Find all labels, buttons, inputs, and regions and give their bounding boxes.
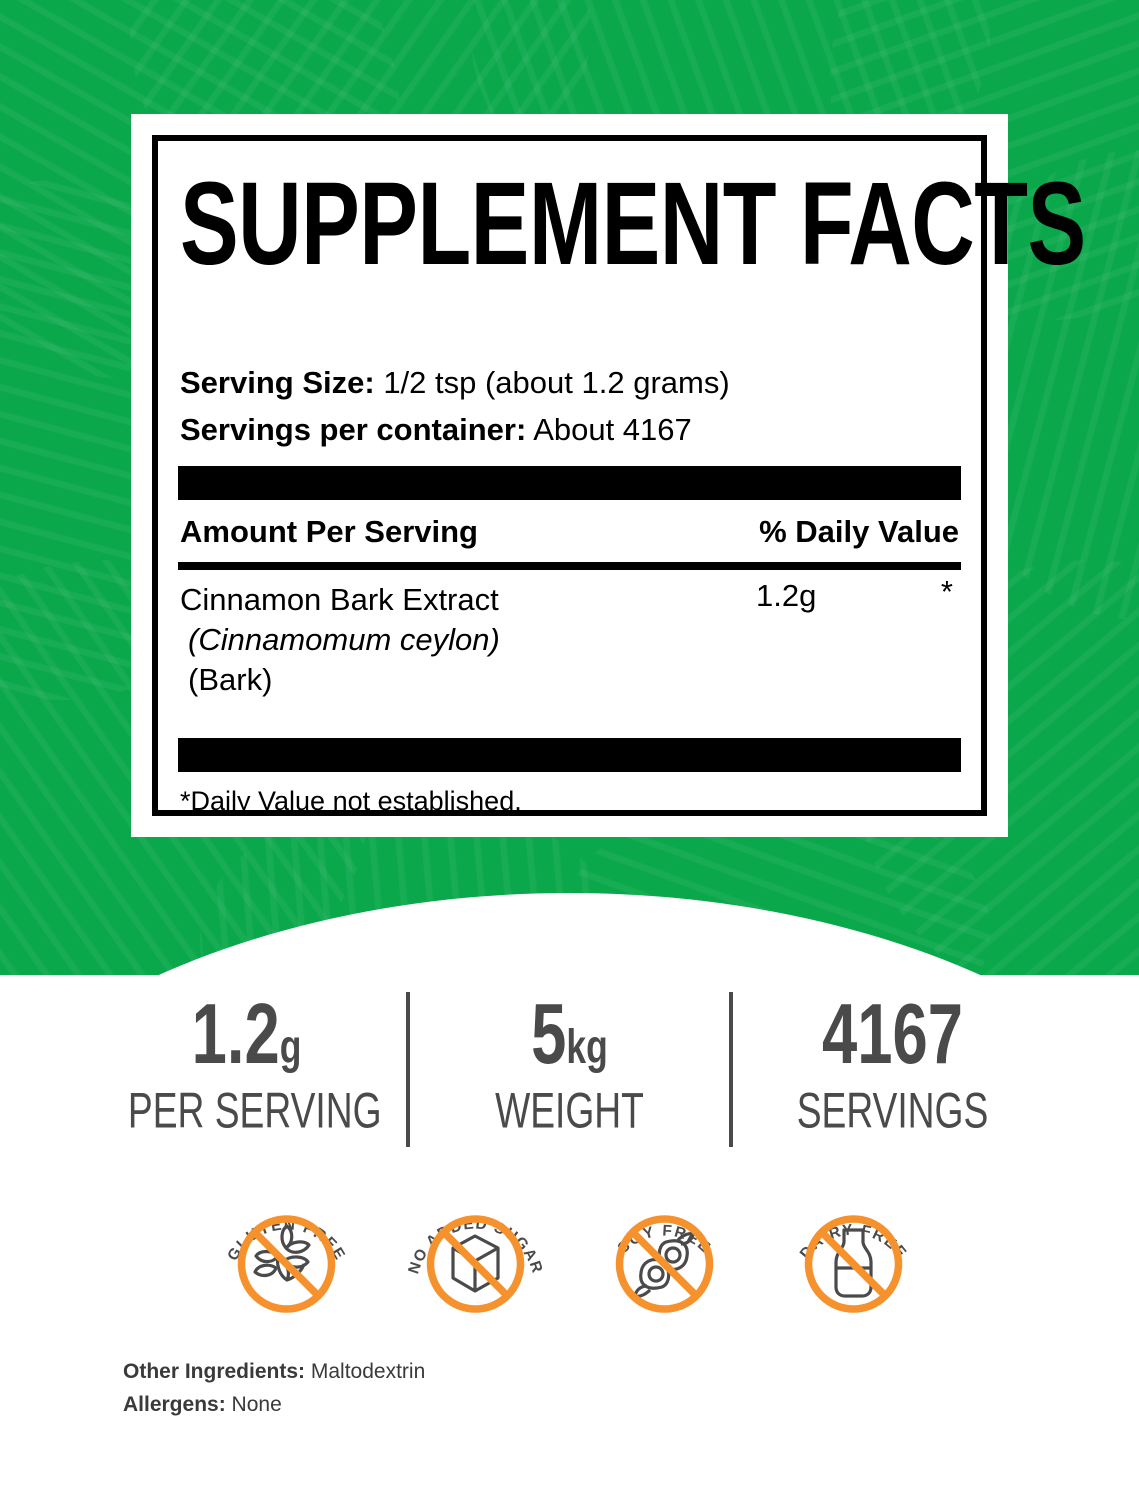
- ingredient-amount: 1.2g: [756, 577, 817, 613]
- allergens-label: Allergens:: [123, 1392, 226, 1416]
- serving-size-value: 1/2 tsp (about 1.2 grams): [383, 365, 730, 401]
- stat-divider: [729, 992, 733, 1147]
- table-header-rule: [178, 561, 961, 570]
- stat-divider: [406, 992, 410, 1147]
- product-stats-row: 1.2g PER SERVING 5kg WEIGHT 4167 SERVING…: [0, 990, 1139, 1147]
- serving-size-line: Serving Size: 1/2 tsp (about 1.2 grams): [180, 359, 961, 406]
- stat-per-serving-unit: g: [279, 1019, 302, 1074]
- allergens-line: Allergens: None: [123, 1389, 425, 1422]
- stat-per-serving-label: PER SERVING: [127, 1083, 382, 1139]
- stat-servings: 4167 SERVINGS: [765, 990, 1020, 1136]
- prohibition-slash: [629, 1229, 699, 1299]
- prohibition-circle: [426, 1215, 524, 1313]
- white-curve-divider: [0, 893, 1139, 1323]
- ingredient-plant-part: (Bark): [188, 662, 273, 698]
- ingredient-daily-value: *: [940, 573, 953, 609]
- stat-weight-number: 5: [531, 984, 567, 1081]
- supplement-facts-border-box: SUPPLEMENT FACTS Serving Size: 1/2 tsp (…: [152, 135, 1086, 816]
- stat-servings-number: 4167: [822, 984, 963, 1081]
- column-header-daily-value: % Daily Value: [759, 513, 959, 549]
- servings-per-container-label: Servings per container:: [180, 412, 527, 448]
- prohibition-circle: [237, 1215, 335, 1313]
- ingredient-name: Cinnamon Bark Extract: [180, 581, 499, 617]
- supplement-facts-card: SUPPLEMENT FACTS Serving Size: 1/2 tsp (…: [131, 114, 1086, 837]
- serving-size-label: Serving Size:: [180, 365, 375, 401]
- daily-value-footnote: *Daily Value not established.: [180, 785, 522, 816]
- stat-per-serving-value: 1.2g: [124, 990, 369, 1076]
- prohibition-slash: [251, 1229, 321, 1299]
- table-bottom-bar: [178, 737, 961, 772]
- certification-badges-row: GLUTEN FREE NO ADDED SUGAR: [0, 1186, 1139, 1331]
- other-ingredients-label: Other Ingredients:: [123, 1360, 306, 1383]
- stat-weight-unit: kg: [566, 1019, 608, 1074]
- allergens-value: None: [231, 1392, 282, 1416]
- table-top-bar: [178, 465, 961, 500]
- other-ingredients-value: Maltodextrin: [310, 1360, 426, 1383]
- stat-servings-value: 4167: [770, 990, 1015, 1076]
- prohibition-circle: [615, 1215, 713, 1313]
- table-column-headers: Amount Per Serving % Daily Value: [178, 500, 961, 562]
- badge-dairy-free: DAIRY FREE: [781, 1186, 926, 1331]
- stat-servings-label: SERVINGS: [796, 1083, 989, 1139]
- ingredient-scientific-name: (Cinnamomum ceylon): [188, 621, 500, 657]
- page-title: SUPPLEMENT FACTS: [180, 157, 1086, 290]
- prohibition-slash: [440, 1229, 510, 1299]
- badge-no-added-sugar: NO ADDED SUGAR: [403, 1186, 548, 1331]
- stat-weight-value: 5kg: [447, 990, 692, 1076]
- stat-weight: 5kg WEIGHT: [442, 990, 697, 1136]
- stat-per-serving: 1.2g PER SERVING: [119, 990, 382, 1136]
- table-row: Cinnamon Bark Extract (Cinnamomum ceylon…: [178, 570, 961, 738]
- servings-per-container-value: About 4167: [533, 412, 692, 448]
- bottom-ingredients-block: Other Ingredients: Maltodextrin Allergen…: [123, 1356, 425, 1421]
- stat-weight-label: WEIGHT: [495, 1083, 644, 1139]
- stat-per-serving-number: 1.2: [191, 984, 280, 1081]
- column-header-amount: Amount Per Serving: [180, 513, 478, 549]
- badge-soy-free: SOY FREE: [592, 1186, 737, 1331]
- servings-per-container-line: Servings per container: About 4167: [180, 406, 961, 453]
- other-ingredients-line: Other Ingredients: Maltodextrin: [123, 1356, 425, 1389]
- badge-gluten-free: GLUTEN FREE: [214, 1186, 359, 1331]
- prohibition-slash: [818, 1229, 888, 1299]
- prohibition-circle: [804, 1215, 902, 1313]
